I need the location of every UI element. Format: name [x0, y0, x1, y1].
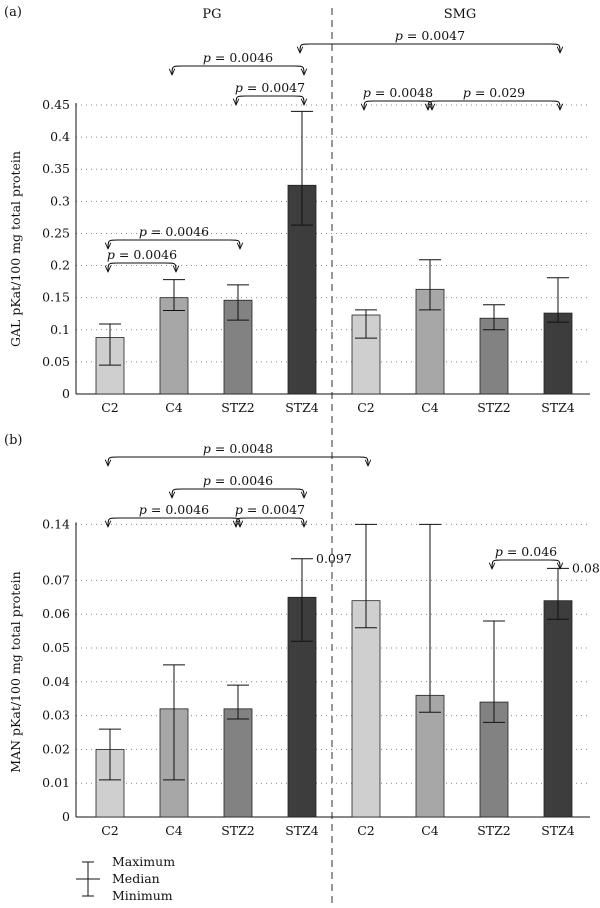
panel-a-y-axis-label: GAL pKat/100 mg total protein — [8, 151, 23, 347]
panel-b-category-label: STZ2 — [221, 823, 255, 838]
panel-a-category-label: STZ4 — [285, 400, 319, 415]
panel-a-bar — [479, 317, 509, 395]
panel-a-y-tick-label: 0.05 — [42, 354, 70, 369]
panel-b-category-label: C4 — [421, 823, 439, 838]
panel-b-y-tick-label: 0 — [62, 809, 70, 824]
panel-b-p-value-label: p = 0.0046 — [139, 502, 209, 517]
panel-a-y-tick-label: 0.2 — [50, 258, 70, 273]
panel-b-category-label: STZ4 — [541, 823, 575, 838]
panel-b-bar — [543, 600, 573, 818]
panel-a-comparison-bracket — [172, 65, 304, 75]
panel-b-y-tick-label: 0.07 — [42, 572, 70, 587]
panel-a-y-tick-label: 0.3 — [50, 193, 70, 208]
panel-a-chart: 0 0.05 0.1 0.15 0.2 0.25 0.3 0.35 0.4 0.45 C2 C4 STZ… — [42, 28, 590, 415]
panel-b-p-value-label: p = 0.0048 — [203, 441, 273, 456]
panel-b-chart: 0 0.01 0.02 0.03 0.04 0.05 0.06 0.07 0.14 C2 C4 STZ… — [42, 441, 600, 838]
panel-a-p-value-label: p = 0.0046 — [107, 247, 177, 262]
panel-a-comparison-bracket — [428, 100, 560, 110]
panel-b-bar — [287, 596, 317, 818]
panel-a-y-tick-label: 0 — [62, 386, 70, 401]
panel-b-y-tick-label: 0.04 — [42, 674, 70, 689]
panel-b-comparison-bracket — [172, 488, 304, 498]
panel-b-category-label: C4 — [165, 823, 183, 838]
panel-b-p-value-label: p = 0.046 — [495, 544, 557, 559]
panel-a-p-value-label: p = 0.0048 — [363, 85, 433, 100]
panel-b-bar — [351, 600, 381, 818]
panel-b-category-label: STZ4 — [285, 823, 319, 838]
panel-a-group-pg: PG — [202, 7, 221, 22]
panel-a-y-tick-label: 0.15 — [42, 290, 70, 305]
panel-a-y-tick-label: 0.45 — [42, 97, 70, 112]
panel-a-bar — [543, 312, 573, 395]
panel-b-y-tick-label: 0.06 — [42, 606, 70, 621]
panel-a-y-tick-label: 0.25 — [42, 225, 70, 240]
panel-b-category-label: C2 — [357, 823, 375, 838]
panel-a-comparison-bracket — [236, 95, 304, 105]
panel-a-p-value-label: p = 0.029 — [463, 85, 525, 100]
panel-b-y-tick-label: 0.14 — [42, 516, 70, 531]
panel-b-label: (b) — [4, 433, 22, 448]
panel-b-comparison-bracket — [492, 559, 560, 569]
panel-b-comparison-bracket — [108, 456, 368, 466]
panel-a-comparison-bracket — [300, 43, 560, 53]
panel-b-p-value-label: p = 0.0046 — [203, 473, 273, 488]
panel-a-y-tick-label: 0.1 — [50, 322, 70, 337]
panel-b-category-label: C2 — [101, 823, 119, 838]
panel-a-label: (a) — [4, 5, 22, 20]
panel-b-max-value-label: 0.097 — [316, 551, 352, 566]
panel-a-bar — [159, 297, 189, 395]
panel-a-p-value-label: p = 0.0046 — [203, 50, 273, 65]
panel-a-p-value-label: p = 0.0047 — [235, 80, 305, 95]
panel-a-category-label: STZ2 — [221, 400, 255, 415]
panel-a-category-label: STZ2 — [477, 400, 511, 415]
panel-a-p-value-label: p = 0.0046 — [139, 224, 209, 239]
panel-b-bar — [415, 694, 445, 818]
panel-b-max-value-label: 0.085 — [572, 560, 600, 575]
panel-a-group-smg: SMG — [444, 7, 477, 22]
panel-b-comparison-bracket — [236, 517, 304, 527]
panel-a-category-label: STZ4 — [541, 400, 575, 415]
panel-b-p-value-label: p = 0.0047 — [235, 502, 305, 517]
panel-a-comparison-bracket — [108, 262, 176, 272]
panel-a-category-label: C2 — [357, 400, 375, 415]
panel-b-y-tick-label: 0.02 — [42, 741, 70, 756]
legend: Maximum Median Minimum — [76, 854, 175, 903]
panel-b-comparison-bracket — [108, 517, 240, 527]
legend-median-label: Median — [112, 871, 160, 886]
panel-a-y-tick-label: 0.35 — [42, 161, 70, 176]
panel-a-comparison-bracket — [108, 239, 240, 249]
legend-maximum-label: Maximum — [112, 854, 175, 869]
panel-b-y-tick-label: 0.03 — [42, 708, 70, 723]
panel-b-y-tick-label: 0.01 — [42, 775, 70, 790]
panel-a-category-label: C4 — [421, 400, 439, 415]
panel-b-category-label: STZ2 — [477, 823, 511, 838]
panel-a-category-label: C4 — [165, 400, 183, 415]
panel-b-bar — [223, 708, 253, 818]
panel-a-p-value-label: p = 0.0047 — [395, 28, 465, 43]
panel-a-category-label: C2 — [101, 400, 119, 415]
panel-b-y-axis-label: MAN pKat/100 mg total protein — [8, 571, 23, 772]
panel-b-y-tick-label: 0.05 — [42, 640, 70, 655]
panel-a-y-tick-label: 0.4 — [50, 129, 70, 144]
legend-minimum-label: Minimum — [112, 888, 173, 903]
